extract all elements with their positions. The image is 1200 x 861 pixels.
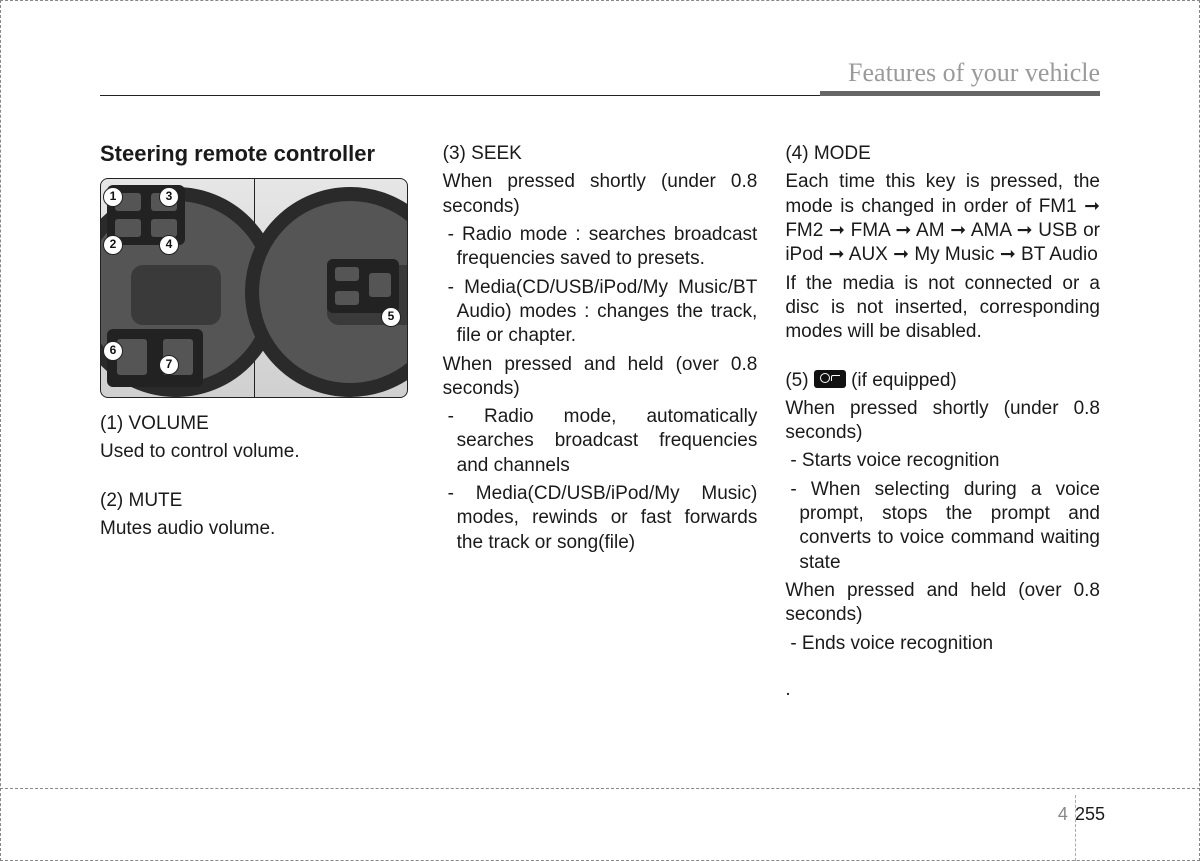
wheel-hub-left xyxy=(131,265,221,325)
item4-text1-lead: Each time this key is pressed, the mode … xyxy=(785,171,1100,216)
item3-short-b2: - Media(CD/USB/iPod/My Music/BT Audio) m… xyxy=(443,276,758,349)
voice-recognition-icon xyxy=(814,370,846,388)
item5-suffix: (if equipped) xyxy=(846,370,957,391)
item3-long-b1: - Radio mode, automatically searches bro… xyxy=(443,405,758,478)
control-pad-lower-left xyxy=(107,329,203,387)
item4-text2: If the media is not connected or a disc … xyxy=(785,272,1100,345)
item5-prefix: (5) xyxy=(785,370,814,391)
item2-label: (2) MUTE xyxy=(100,489,415,513)
page-number: 4 255 xyxy=(1058,804,1105,825)
steering-wheel-figure: 1 2 3 4 5 6 7 xyxy=(100,178,408,398)
item5-short-b1: - Starts voice recognition xyxy=(785,449,1100,473)
column-2: (3) SEEK When pressed shortly (under 0.8… xyxy=(443,140,758,771)
header-rule-thin xyxy=(100,95,820,96)
trailing-period: . xyxy=(785,678,1100,702)
item2-text: Mutes audio volume. xyxy=(100,517,415,541)
page-chapter: 4 xyxy=(1058,804,1068,824)
item3-label: (3) SEEK xyxy=(443,142,758,166)
item5-long-b1: - Ends voice recognition xyxy=(785,632,1100,656)
section-title: Features of your vehicle xyxy=(848,58,1100,88)
header-rule-thick xyxy=(820,91,1100,96)
item3-short-b1: - Radio mode : searches broadcast freque… xyxy=(443,223,758,272)
page-header: Features of your vehicle xyxy=(100,58,1100,96)
item5-short-b2: - When selecting during a voice prompt, … xyxy=(785,478,1100,575)
column-1: Steering remote controller 1 xyxy=(100,140,415,771)
item3-long-head: When pressed and held (over 0.8 seconds) xyxy=(443,353,758,402)
item3-short-head: When pressed shortly (under 0.8 seconds) xyxy=(443,170,758,219)
item1-text: Used to control volume. xyxy=(100,440,415,464)
article-title: Steering remote controller xyxy=(100,140,415,168)
item5-short-head: When pressed shortly (under 0.8 seconds) xyxy=(785,397,1100,446)
item5-long-head: When pressed and held (over 0.8 seconds) xyxy=(785,579,1100,628)
footer-dashed-rule xyxy=(0,788,1200,789)
item3-long-b2: - Media(CD/USB/iPod/My Music) modes, rew… xyxy=(443,482,758,555)
item5-label: (5) (if equipped) xyxy=(785,369,1100,393)
item1-label: (1) VOLUME xyxy=(100,412,415,436)
item4-label: (4) MODE xyxy=(785,142,1100,166)
content-columns: Steering remote controller 1 xyxy=(100,140,1100,771)
item4-text1: Each time this key is pressed, the mode … xyxy=(785,170,1100,267)
control-pad-right xyxy=(327,259,399,313)
column-3: (4) MODE Each time this key is pressed, … xyxy=(785,140,1100,771)
page-no: 255 xyxy=(1075,804,1105,824)
